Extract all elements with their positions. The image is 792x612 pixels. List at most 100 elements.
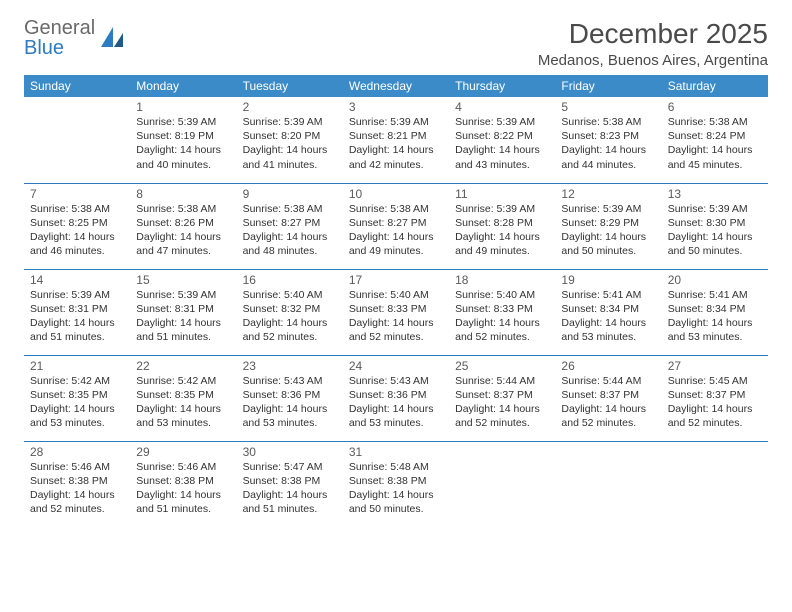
day-number: 14 [30,273,124,287]
calendar-week-row: 28Sunrise: 5:46 AMSunset: 8:38 PMDayligh… [24,441,768,527]
calendar-day-cell: 5Sunrise: 5:38 AMSunset: 8:23 PMDaylight… [555,97,661,183]
day-number: 23 [243,359,337,373]
day-number: 30 [243,445,337,459]
calendar-day-cell: 29Sunrise: 5:46 AMSunset: 8:38 PMDayligh… [130,441,236,527]
weekday-header: Friday [555,75,661,97]
daylight-line: Daylight: 14 hours and 46 minutes. [30,230,124,258]
day-number: 18 [455,273,549,287]
sunrise-line: Sunrise: 5:41 AM [668,288,762,302]
sunset-line: Sunset: 8:38 PM [30,474,124,488]
day-number: 6 [668,100,762,114]
calendar-week-row: 14Sunrise: 5:39 AMSunset: 8:31 PMDayligh… [24,269,768,355]
calendar-day-cell: 2Sunrise: 5:39 AMSunset: 8:20 PMDaylight… [237,97,343,183]
daylight-line: Daylight: 14 hours and 42 minutes. [349,143,443,171]
calendar-day-cell [662,441,768,527]
sunset-line: Sunset: 8:30 PM [668,216,762,230]
day-number: 8 [136,187,230,201]
calendar-day-cell: 24Sunrise: 5:43 AMSunset: 8:36 PMDayligh… [343,355,449,441]
sunset-line: Sunset: 8:36 PM [349,388,443,402]
day-number: 16 [243,273,337,287]
daylight-line: Daylight: 14 hours and 51 minutes. [30,316,124,344]
calendar-day-cell: 22Sunrise: 5:42 AMSunset: 8:35 PMDayligh… [130,355,236,441]
sunrise-line: Sunrise: 5:47 AM [243,460,337,474]
sunrise-line: Sunrise: 5:46 AM [30,460,124,474]
daylight-line: Daylight: 14 hours and 51 minutes. [243,488,337,516]
sunrise-line: Sunrise: 5:39 AM [136,115,230,129]
sunrise-line: Sunrise: 5:38 AM [243,202,337,216]
day-number: 2 [243,100,337,114]
sunset-line: Sunset: 8:34 PM [668,302,762,316]
daylight-line: Daylight: 14 hours and 40 minutes. [136,143,230,171]
daylight-line: Daylight: 14 hours and 47 minutes. [136,230,230,258]
day-number: 5 [561,100,655,114]
day-number: 24 [349,359,443,373]
calendar-week-row: 1Sunrise: 5:39 AMSunset: 8:19 PMDaylight… [24,97,768,183]
weekday-header: Monday [130,75,236,97]
sunrise-line: Sunrise: 5:39 AM [349,115,443,129]
calendar-day-cell: 4Sunrise: 5:39 AMSunset: 8:22 PMDaylight… [449,97,555,183]
sunrise-line: Sunrise: 5:38 AM [668,115,762,129]
day-number: 13 [668,187,762,201]
sunrise-line: Sunrise: 5:46 AM [136,460,230,474]
calendar-day-cell: 17Sunrise: 5:40 AMSunset: 8:33 PMDayligh… [343,269,449,355]
calendar-day-cell: 15Sunrise: 5:39 AMSunset: 8:31 PMDayligh… [130,269,236,355]
daylight-line: Daylight: 14 hours and 53 minutes. [30,402,124,430]
sunset-line: Sunset: 8:38 PM [349,474,443,488]
sunset-line: Sunset: 8:37 PM [561,388,655,402]
sunrise-line: Sunrise: 5:44 AM [561,374,655,388]
day-number: 22 [136,359,230,373]
sunset-line: Sunset: 8:29 PM [561,216,655,230]
brand-part2: Blue [24,37,64,59]
sunset-line: Sunset: 8:38 PM [136,474,230,488]
daylight-line: Daylight: 14 hours and 52 minutes. [455,316,549,344]
sunrise-line: Sunrise: 5:39 AM [30,288,124,302]
sunset-line: Sunset: 8:26 PM [136,216,230,230]
sunset-line: Sunset: 8:25 PM [30,216,124,230]
sunset-line: Sunset: 8:38 PM [243,474,337,488]
daylight-line: Daylight: 14 hours and 51 minutes. [136,316,230,344]
weekday-header: Sunday [24,75,130,97]
day-number: 1 [136,100,230,114]
weekday-header-row: Sunday Monday Tuesday Wednesday Thursday… [24,75,768,97]
sunset-line: Sunset: 8:19 PM [136,129,230,143]
day-number: 21 [30,359,124,373]
calendar-day-cell: 9Sunrise: 5:38 AMSunset: 8:27 PMDaylight… [237,183,343,269]
calendar-day-cell: 12Sunrise: 5:39 AMSunset: 8:29 PMDayligh… [555,183,661,269]
day-number: 4 [455,100,549,114]
sunset-line: Sunset: 8:37 PM [668,388,762,402]
calendar-day-cell: 28Sunrise: 5:46 AMSunset: 8:38 PMDayligh… [24,441,130,527]
sunrise-line: Sunrise: 5:40 AM [349,288,443,302]
sunrise-line: Sunrise: 5:38 AM [349,202,443,216]
daylight-line: Daylight: 14 hours and 52 minutes. [668,402,762,430]
daylight-line: Daylight: 14 hours and 50 minutes. [561,230,655,258]
sunset-line: Sunset: 8:35 PM [30,388,124,402]
daylight-line: Daylight: 14 hours and 52 minutes. [30,488,124,516]
day-number: 7 [30,187,124,201]
sunrise-line: Sunrise: 5:39 AM [455,115,549,129]
day-number: 20 [668,273,762,287]
day-number: 26 [561,359,655,373]
calendar-day-cell [555,441,661,527]
day-number: 9 [243,187,337,201]
calendar-day-cell: 11Sunrise: 5:39 AMSunset: 8:28 PMDayligh… [449,183,555,269]
sunset-line: Sunset: 8:24 PM [668,129,762,143]
sunrise-line: Sunrise: 5:43 AM [349,374,443,388]
sunrise-line: Sunrise: 5:39 AM [455,202,549,216]
sunrise-line: Sunrise: 5:39 AM [561,202,655,216]
sunrise-line: Sunrise: 5:38 AM [561,115,655,129]
calendar-day-cell: 14Sunrise: 5:39 AMSunset: 8:31 PMDayligh… [24,269,130,355]
calendar-day-cell [24,97,130,183]
daylight-line: Daylight: 14 hours and 53 minutes. [561,316,655,344]
daylight-line: Daylight: 14 hours and 52 minutes. [455,402,549,430]
calendar-day-cell: 6Sunrise: 5:38 AMSunset: 8:24 PMDaylight… [662,97,768,183]
calendar-day-cell [449,441,555,527]
daylight-line: Daylight: 14 hours and 49 minutes. [349,230,443,258]
calendar-week-row: 7Sunrise: 5:38 AMSunset: 8:25 PMDaylight… [24,183,768,269]
calendar-day-cell: 19Sunrise: 5:41 AMSunset: 8:34 PMDayligh… [555,269,661,355]
sunset-line: Sunset: 8:31 PM [30,302,124,316]
weekday-header: Saturday [662,75,768,97]
sunset-line: Sunset: 8:23 PM [561,129,655,143]
daylight-line: Daylight: 14 hours and 43 minutes. [455,143,549,171]
sunset-line: Sunset: 8:31 PM [136,302,230,316]
daylight-line: Daylight: 14 hours and 51 minutes. [136,488,230,516]
